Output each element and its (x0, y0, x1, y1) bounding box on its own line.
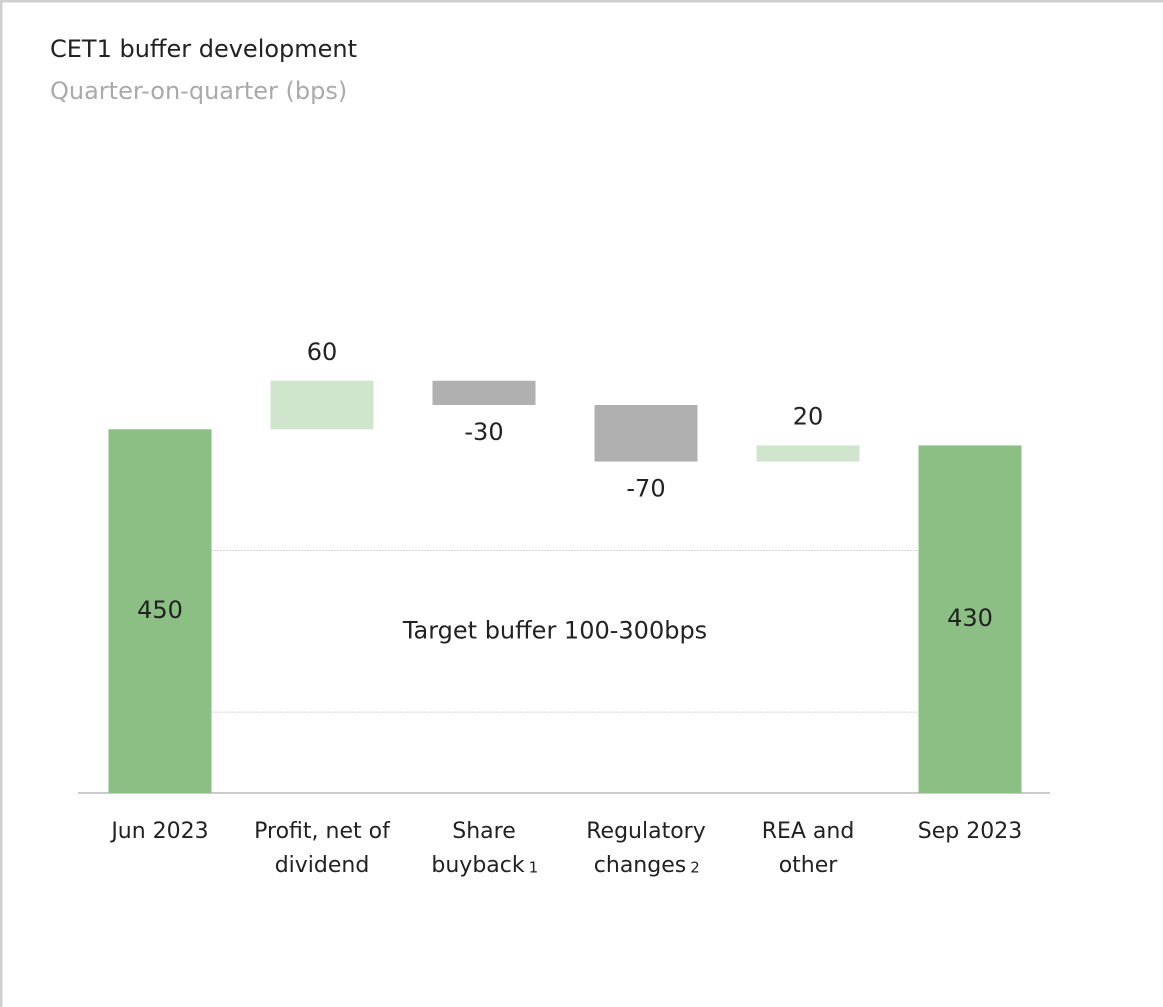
x-tick-label: buyback (431, 853, 524, 878)
value-label: 60 (307, 338, 338, 366)
bar (918, 445, 1022, 793)
value-label: -30 (464, 418, 503, 446)
x-tick-label: Sep 2023 (918, 819, 1022, 844)
x-tick-label: dividend (275, 853, 370, 878)
x-tick-label: Share (452, 819, 516, 844)
value-label: -70 (626, 475, 665, 503)
value-label: 430 (947, 604, 993, 632)
footnote-marker: 2 (690, 859, 700, 877)
chart-title: CET1 buffer development (50, 35, 357, 63)
x-tick-label: changes (594, 853, 686, 878)
chart-subtitle: Quarter-on-quarter (bps) (50, 77, 347, 105)
bar (756, 445, 860, 462)
value-label: 20 (793, 402, 824, 430)
x-tick-label: Jun 2023 (109, 819, 208, 844)
bar (108, 429, 212, 793)
x-tick-label: Regulatory (586, 819, 706, 844)
bar (432, 380, 536, 405)
footnote-marker: 1 (529, 859, 539, 877)
x-tick-label: other (779, 853, 839, 878)
value-label: 450 (137, 596, 183, 624)
bar (270, 380, 374, 430)
x-tick-label: Profit, net of (254, 819, 391, 844)
bar (594, 405, 698, 462)
annotation: Target buffer 100-300bps (402, 616, 707, 644)
x-tick-label: REA and (762, 819, 855, 844)
